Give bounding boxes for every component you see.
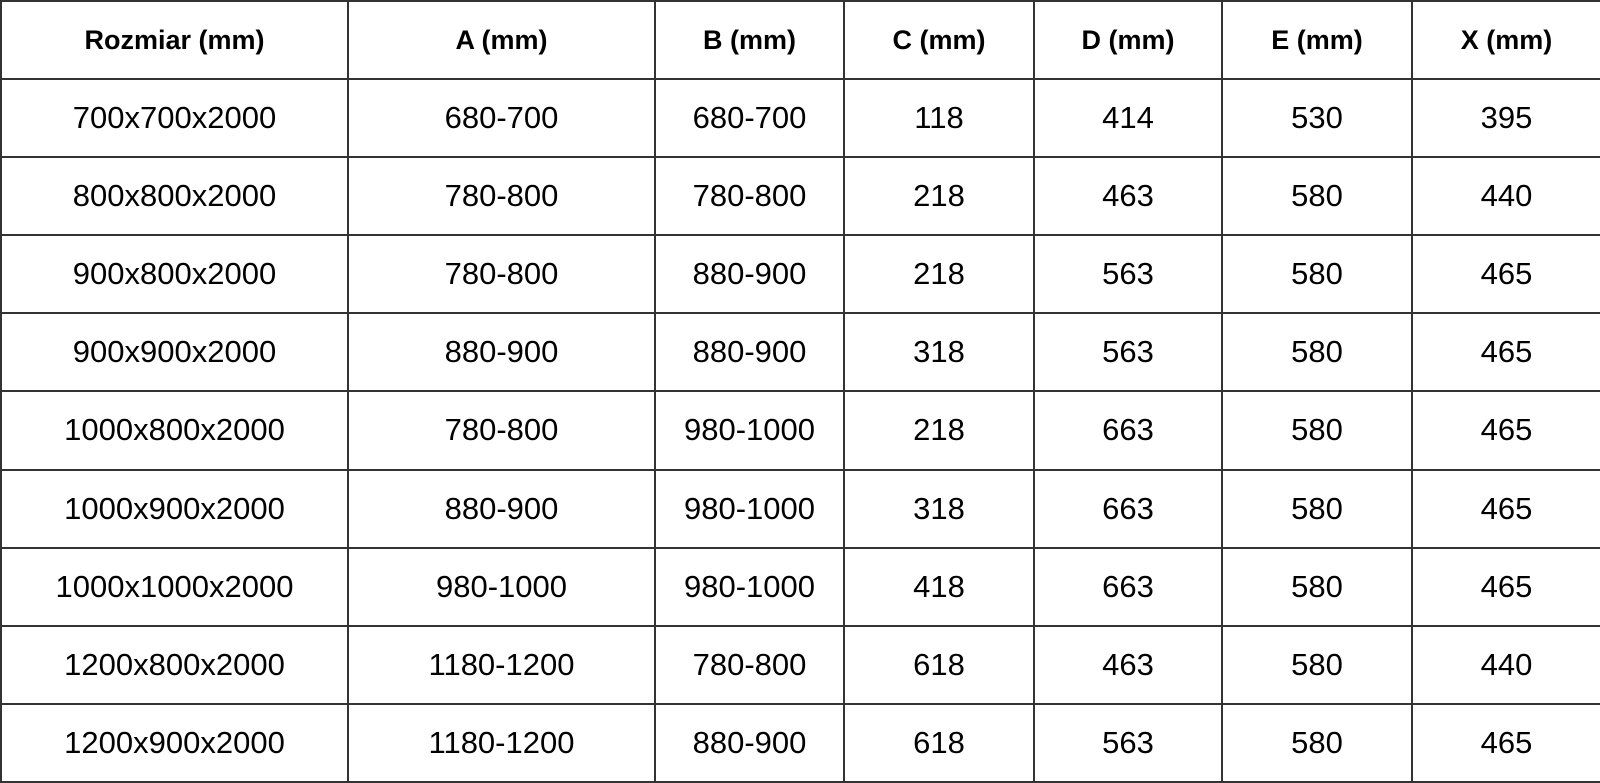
table-cell: 1000x1000x2000 (0, 546, 349, 627)
table-cell: 900x900x2000 (0, 312, 349, 393)
table-cell: 880-900 (654, 312, 845, 393)
table-cell: 980-1000 (654, 546, 845, 627)
table-cell: 880-900 (347, 468, 656, 549)
table-row: 1200x900x2000 1180-1200 880-900 618 563 580 46… (0, 702, 1600, 783)
table-cell: 980-1000 (654, 390, 845, 471)
table-cell: 780-800 (654, 156, 845, 237)
column-header: D (mm) (1033, 0, 1223, 80)
table-row: 800x800x2000 780-800 780-800 218 463 580 440 (0, 156, 1600, 237)
table-cell: 880-900 (654, 234, 845, 315)
table-cell: 563 (1033, 234, 1223, 315)
table-cell: 663 (1033, 468, 1223, 549)
table-cell: 218 (843, 390, 1035, 471)
column-header: E (mm) (1221, 0, 1413, 80)
table-cell: 580 (1221, 234, 1413, 315)
table-row: 1000x900x2000 880-900 980-1000 318 663 580 465 (0, 468, 1600, 549)
table-cell: 465 (1411, 468, 1600, 549)
column-header: C (mm) (843, 0, 1035, 80)
table-cell: 1000x900x2000 (0, 468, 349, 549)
column-header: A (mm) (347, 0, 656, 80)
table-cell: 980-1000 (654, 468, 845, 549)
table-cell: 1000x800x2000 (0, 390, 349, 471)
table-cell: 563 (1033, 702, 1223, 783)
table-cell: 800x800x2000 (0, 156, 349, 237)
table-cell: 418 (843, 546, 1035, 627)
table-cell: 880-900 (654, 702, 845, 783)
table-cell: 440 (1411, 624, 1600, 705)
table-row: 700x700x2000 680-700 680-700 118 414 530 395 (0, 77, 1600, 159)
table-cell: 580 (1221, 624, 1413, 705)
table-cell: 465 (1411, 234, 1600, 315)
column-header: Rozmiar (mm) (0, 0, 349, 80)
table-cell: 218 (843, 234, 1035, 315)
table-cell: 980-1000 (347, 546, 656, 627)
table-cell: 880-900 (347, 312, 656, 393)
table-cell: 465 (1411, 390, 1600, 471)
table-cell: 465 (1411, 702, 1600, 783)
table-cell: 580 (1221, 312, 1413, 393)
table-cell: 463 (1033, 156, 1223, 237)
table-cell: 780-800 (347, 234, 656, 315)
table-cell: 663 (1033, 546, 1223, 627)
table-cell: 318 (843, 468, 1035, 549)
table-cell: 118 (843, 77, 1035, 159)
table-cell: 780-800 (347, 156, 656, 237)
table-row: 900x800x2000 780-800 880-900 218 563 580 465 (0, 234, 1600, 315)
table-cell: 1200x900x2000 (0, 702, 349, 783)
table-cell: 700x700x2000 (0, 77, 349, 159)
table-cell: 465 (1411, 546, 1600, 627)
table-cell: 580 (1221, 702, 1413, 783)
table-cell: 780-800 (347, 390, 656, 471)
table-row: 1000x1000x2000 980-1000 980-1000 418 663 580 4… (0, 546, 1600, 627)
table-cell: 218 (843, 156, 1035, 237)
table-cell: 318 (843, 312, 1035, 393)
table-row: 1000x800x2000 780-800 980-1000 218 663 580 465 (0, 390, 1600, 471)
table-cell: 618 (843, 624, 1035, 705)
table-cell: 680-700 (654, 77, 845, 159)
table-cell: 780-800 (654, 624, 845, 705)
table-cell: 395 (1411, 77, 1600, 159)
table-cell: 663 (1033, 390, 1223, 471)
table-cell: 580 (1221, 156, 1413, 237)
table-cell: 580 (1221, 546, 1413, 627)
table-cell: 440 (1411, 156, 1600, 237)
table-cell: 1180-1200 (347, 624, 656, 705)
column-header: X (mm) (1411, 0, 1600, 80)
table-cell: 580 (1221, 390, 1413, 471)
header-row: Rozmiar (mm) A (mm) B (mm) C (mm) D (mm) E (m… (0, 0, 1600, 80)
table-cell: 618 (843, 702, 1035, 783)
table-row: 1200x800x2000 1180-1200 780-800 618 463 580 44… (0, 624, 1600, 705)
table-cell: 680-700 (347, 77, 656, 159)
table-cell: 1180-1200 (347, 702, 656, 783)
column-header: B (mm) (654, 0, 845, 80)
table-cell: 414 (1033, 77, 1223, 159)
table-cell: 463 (1033, 624, 1223, 705)
table-row: 900x900x2000 880-900 880-900 318 563 580 465 (0, 312, 1600, 393)
table-cell: 563 (1033, 312, 1223, 393)
table-cell: 530 (1221, 77, 1413, 159)
table-cell: 1200x800x2000 (0, 624, 349, 705)
table-cell: 580 (1221, 468, 1413, 549)
table-cell: 900x800x2000 (0, 234, 349, 315)
table-cell: 465 (1411, 312, 1600, 393)
